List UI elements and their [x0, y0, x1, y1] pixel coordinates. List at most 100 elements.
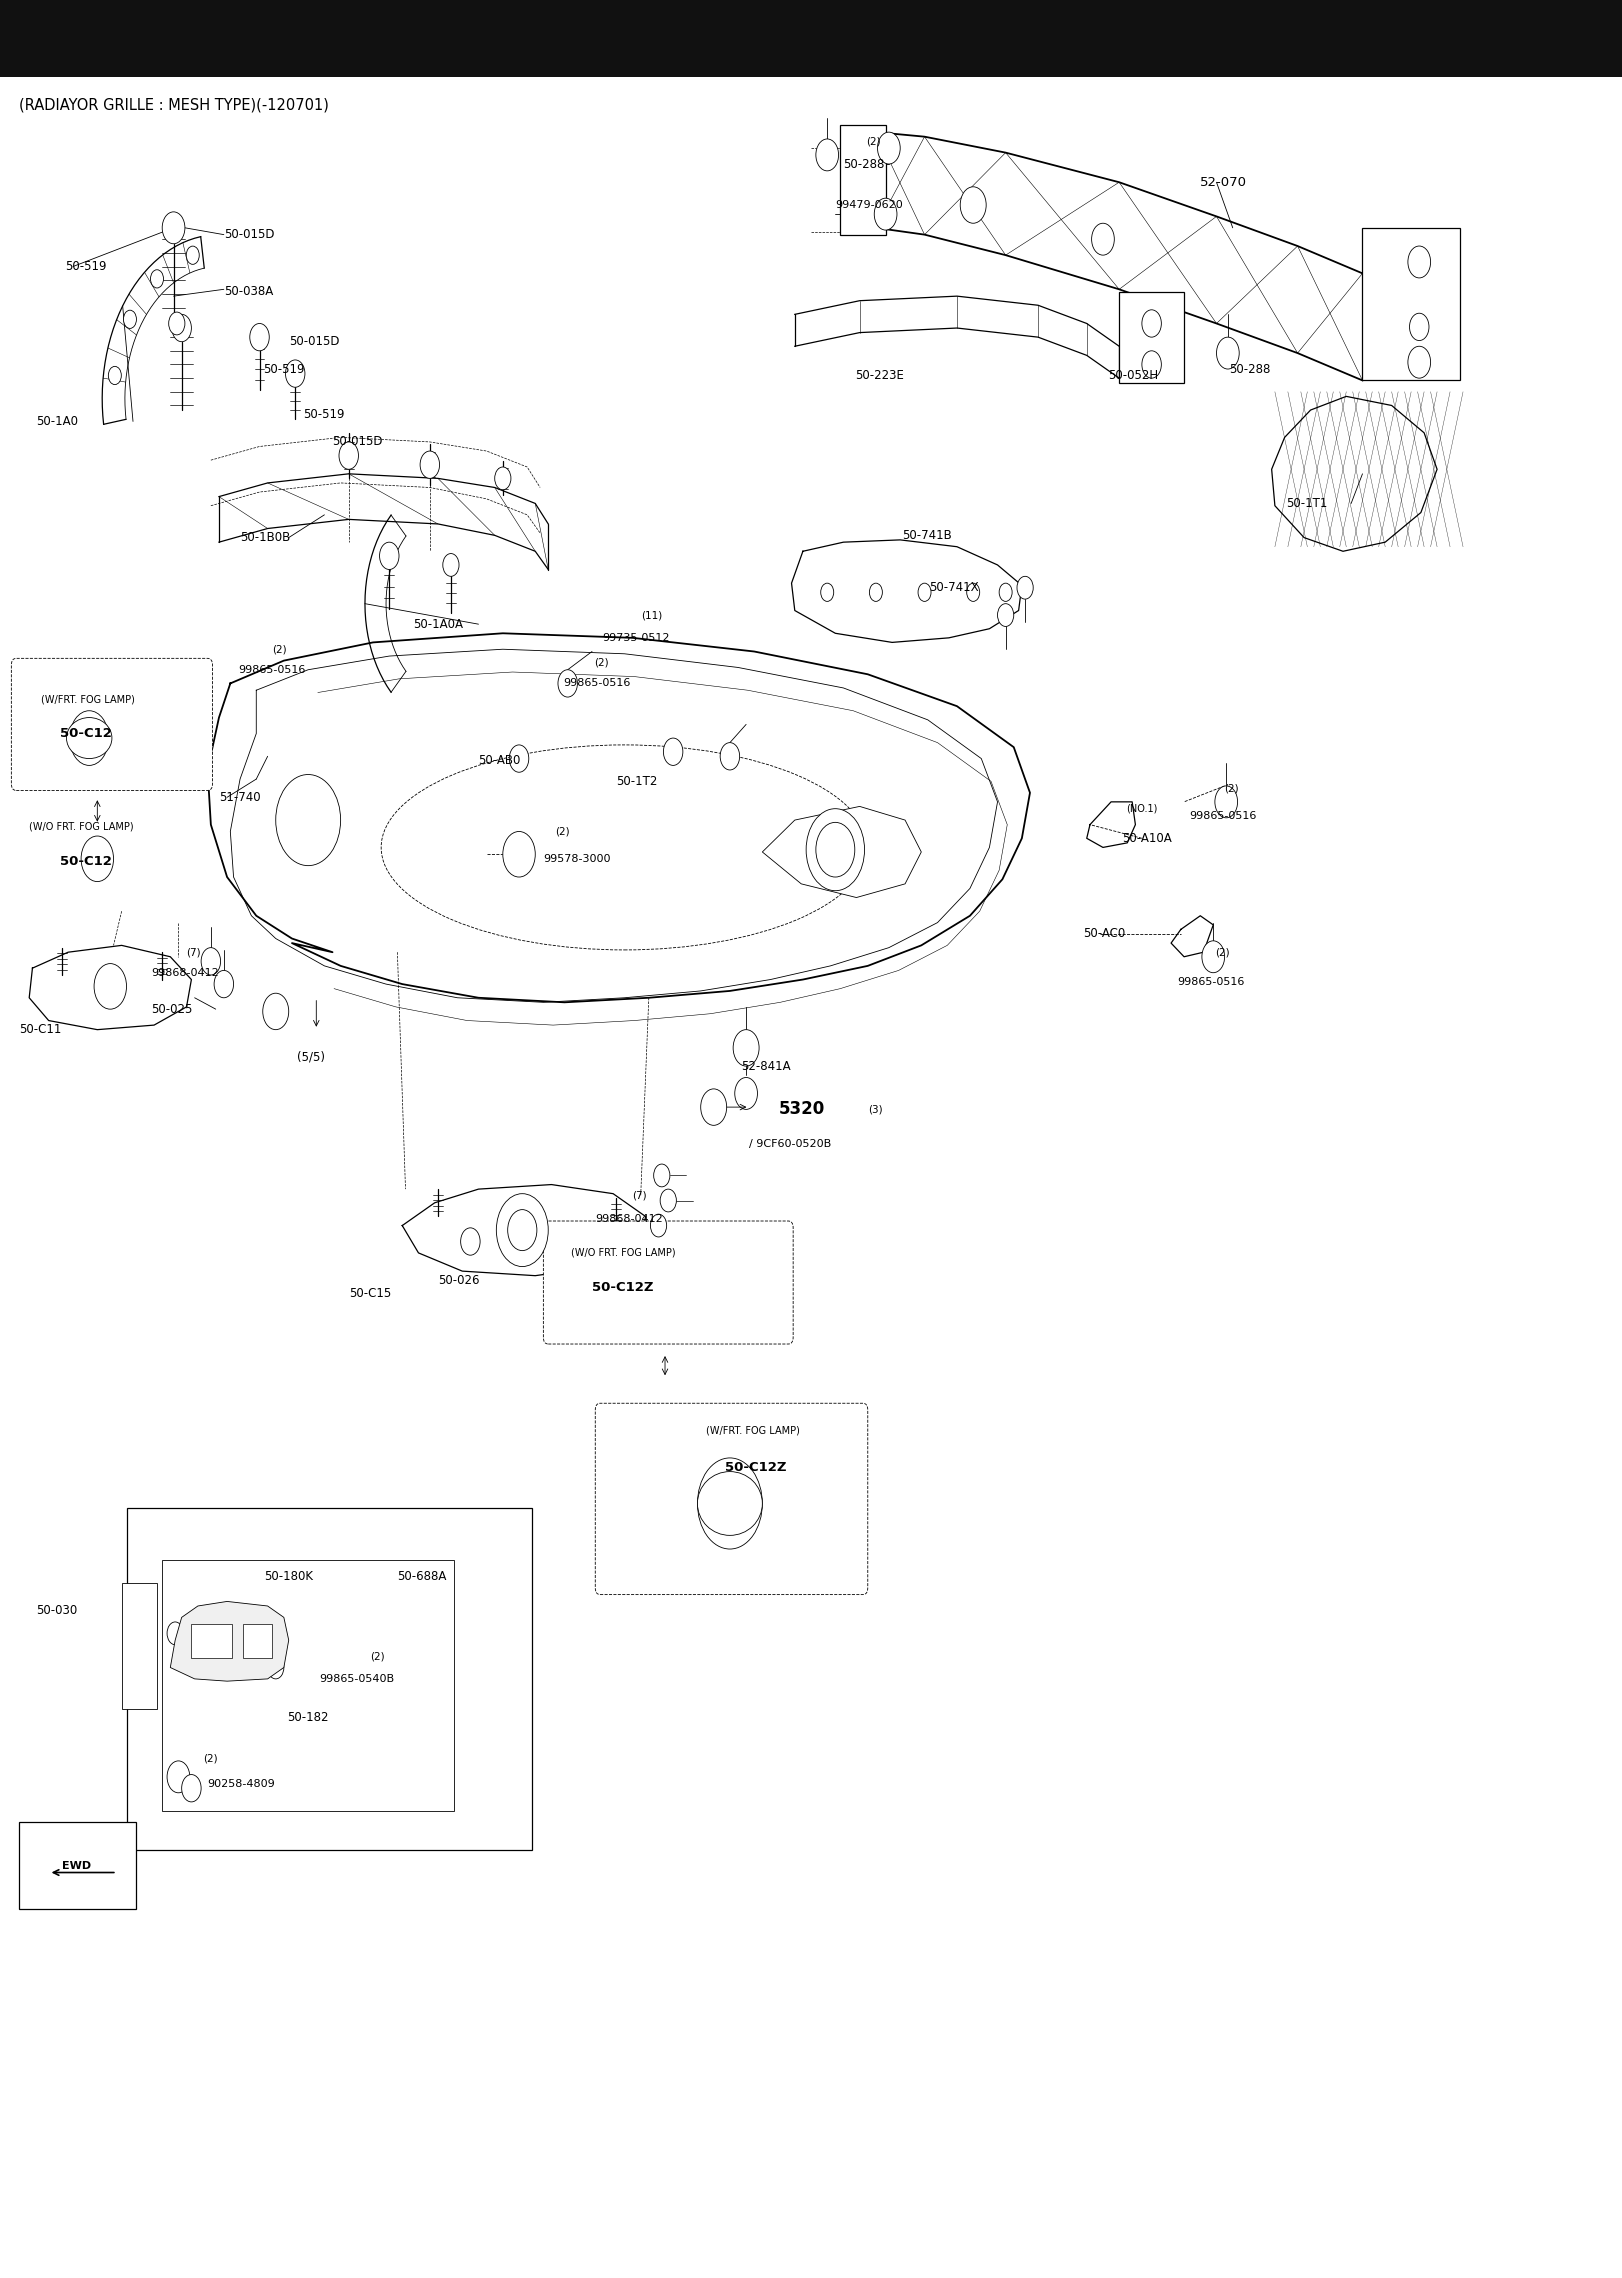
Text: 50-1A0: 50-1A0 [36, 415, 78, 428]
Bar [1119, 292, 1184, 383]
Bar [122, 1583, 157, 1708]
Circle shape [496, 1194, 548, 1267]
Text: 50-1B0B: 50-1B0B [240, 531, 290, 544]
Text: (2): (2) [594, 658, 608, 667]
Text: 50-C12: 50-C12 [60, 854, 112, 868]
Circle shape [869, 583, 882, 601]
Circle shape [339, 442, 358, 469]
Text: 99865-0516: 99865-0516 [1189, 811, 1257, 820]
Bar [1362, 228, 1460, 380]
Text: 50-038A: 50-038A [224, 285, 272, 298]
Text: (W/O FRT. FOG LAMP): (W/O FRT. FOG LAMP) [29, 822, 135, 831]
Text: 99865-0540B: 99865-0540B [320, 1674, 394, 1683]
Text: 50-223E: 50-223E [855, 369, 903, 383]
Ellipse shape [697, 1472, 762, 1535]
Circle shape [203, 1606, 219, 1629]
Circle shape [1092, 223, 1114, 255]
Text: (W/FRT. FOG LAMP): (W/FRT. FOG LAMP) [706, 1426, 800, 1435]
Text: (5/5): (5/5) [297, 1050, 324, 1064]
Text: 99479-0620: 99479-0620 [835, 200, 903, 210]
Text: 50-AC0: 50-AC0 [1083, 927, 1126, 941]
Text: 50-C11: 50-C11 [19, 1023, 62, 1036]
Circle shape [654, 1164, 670, 1187]
Circle shape [243, 1629, 260, 1652]
Text: EWD: EWD [62, 1861, 91, 1870]
Text: 51-740: 51-740 [219, 790, 261, 804]
Circle shape [821, 583, 834, 601]
Circle shape [998, 604, 1014, 626]
Circle shape [461, 1228, 480, 1255]
Circle shape [720, 743, 740, 770]
Text: (11): (11) [641, 611, 662, 620]
Circle shape [169, 312, 185, 335]
Circle shape [1202, 941, 1225, 973]
Circle shape [1215, 786, 1238, 818]
Text: 52-070: 52-070 [1200, 175, 1247, 189]
Text: (RADIAYOR GRILLE : MESH TYPE)(-120701): (RADIAYOR GRILLE : MESH TYPE)(-120701) [19, 98, 329, 114]
Circle shape [508, 1210, 537, 1251]
Text: 50-1T1: 50-1T1 [1286, 497, 1328, 510]
Text: (2): (2) [866, 137, 881, 146]
Circle shape [1142, 351, 1161, 378]
Text: 50-C12: 50-C12 [60, 727, 112, 740]
Circle shape [182, 1775, 201, 1802]
Ellipse shape [67, 718, 112, 759]
Text: 50-A10A: 50-A10A [1122, 831, 1173, 845]
Circle shape [558, 670, 577, 697]
Text: 50-AB0: 50-AB0 [478, 754, 521, 768]
Circle shape [167, 1761, 190, 1793]
Ellipse shape [381, 745, 868, 950]
Text: 50-182: 50-182 [287, 1711, 329, 1724]
Text: 99865-0516: 99865-0516 [563, 679, 631, 688]
Text: (2): (2) [555, 827, 569, 836]
Bar [0, 0, 1622, 77]
Text: 99735-0512: 99735-0512 [602, 633, 670, 642]
Bar [127, 1508, 532, 1850]
Text: (2): (2) [203, 1754, 217, 1763]
Text: 50-741X: 50-741X [929, 581, 980, 595]
Circle shape [70, 711, 109, 765]
Text: 99868-0412: 99868-0412 [151, 968, 219, 977]
Circle shape [214, 970, 234, 998]
Text: 50-015D: 50-015D [333, 435, 383, 449]
Circle shape [94, 964, 127, 1009]
FancyBboxPatch shape [11, 658, 212, 790]
Circle shape [663, 738, 683, 765]
Circle shape [495, 467, 511, 490]
Text: 99578-3000: 99578-3000 [543, 854, 611, 863]
Text: (2): (2) [1215, 948, 1229, 957]
Circle shape [201, 948, 221, 975]
FancyBboxPatch shape [840, 125, 886, 235]
Text: 50-741B: 50-741B [902, 528, 952, 542]
Text: 50-025: 50-025 [151, 1002, 193, 1016]
Circle shape [1017, 576, 1033, 599]
Circle shape [167, 1622, 183, 1645]
Circle shape [1142, 310, 1161, 337]
Circle shape [960, 187, 986, 223]
Polygon shape [762, 806, 921, 898]
Text: 50-C12Z: 50-C12Z [592, 1280, 654, 1294]
Bar [243, 1624, 272, 1658]
Text: 50-C15: 50-C15 [349, 1287, 391, 1301]
Bar [191, 1624, 232, 1658]
Circle shape [263, 993, 289, 1030]
Text: 50-519: 50-519 [303, 408, 345, 421]
Text: 50-030: 50-030 [36, 1604, 76, 1617]
Circle shape [172, 314, 191, 342]
Circle shape [806, 809, 865, 891]
Text: 50-180K: 50-180K [264, 1570, 313, 1583]
Circle shape [187, 246, 200, 264]
Circle shape [999, 583, 1012, 601]
Text: (W/O FRT. FOG LAMP): (W/O FRT. FOG LAMP) [571, 1248, 676, 1257]
Text: 50-1A0A: 50-1A0A [414, 617, 464, 631]
Text: (3): (3) [868, 1105, 882, 1114]
Text: / 9CF60-0520B: / 9CF60-0520B [749, 1139, 832, 1148]
Text: (W/FRT. FOG LAMP): (W/FRT. FOG LAMP) [41, 695, 135, 704]
Text: (NO.1): (NO.1) [1126, 804, 1156, 813]
Circle shape [697, 1458, 762, 1549]
Circle shape [878, 132, 900, 164]
Circle shape [285, 360, 305, 387]
FancyBboxPatch shape [595, 1403, 868, 1595]
Circle shape [380, 542, 399, 570]
Text: 52-841A: 52-841A [741, 1059, 792, 1073]
